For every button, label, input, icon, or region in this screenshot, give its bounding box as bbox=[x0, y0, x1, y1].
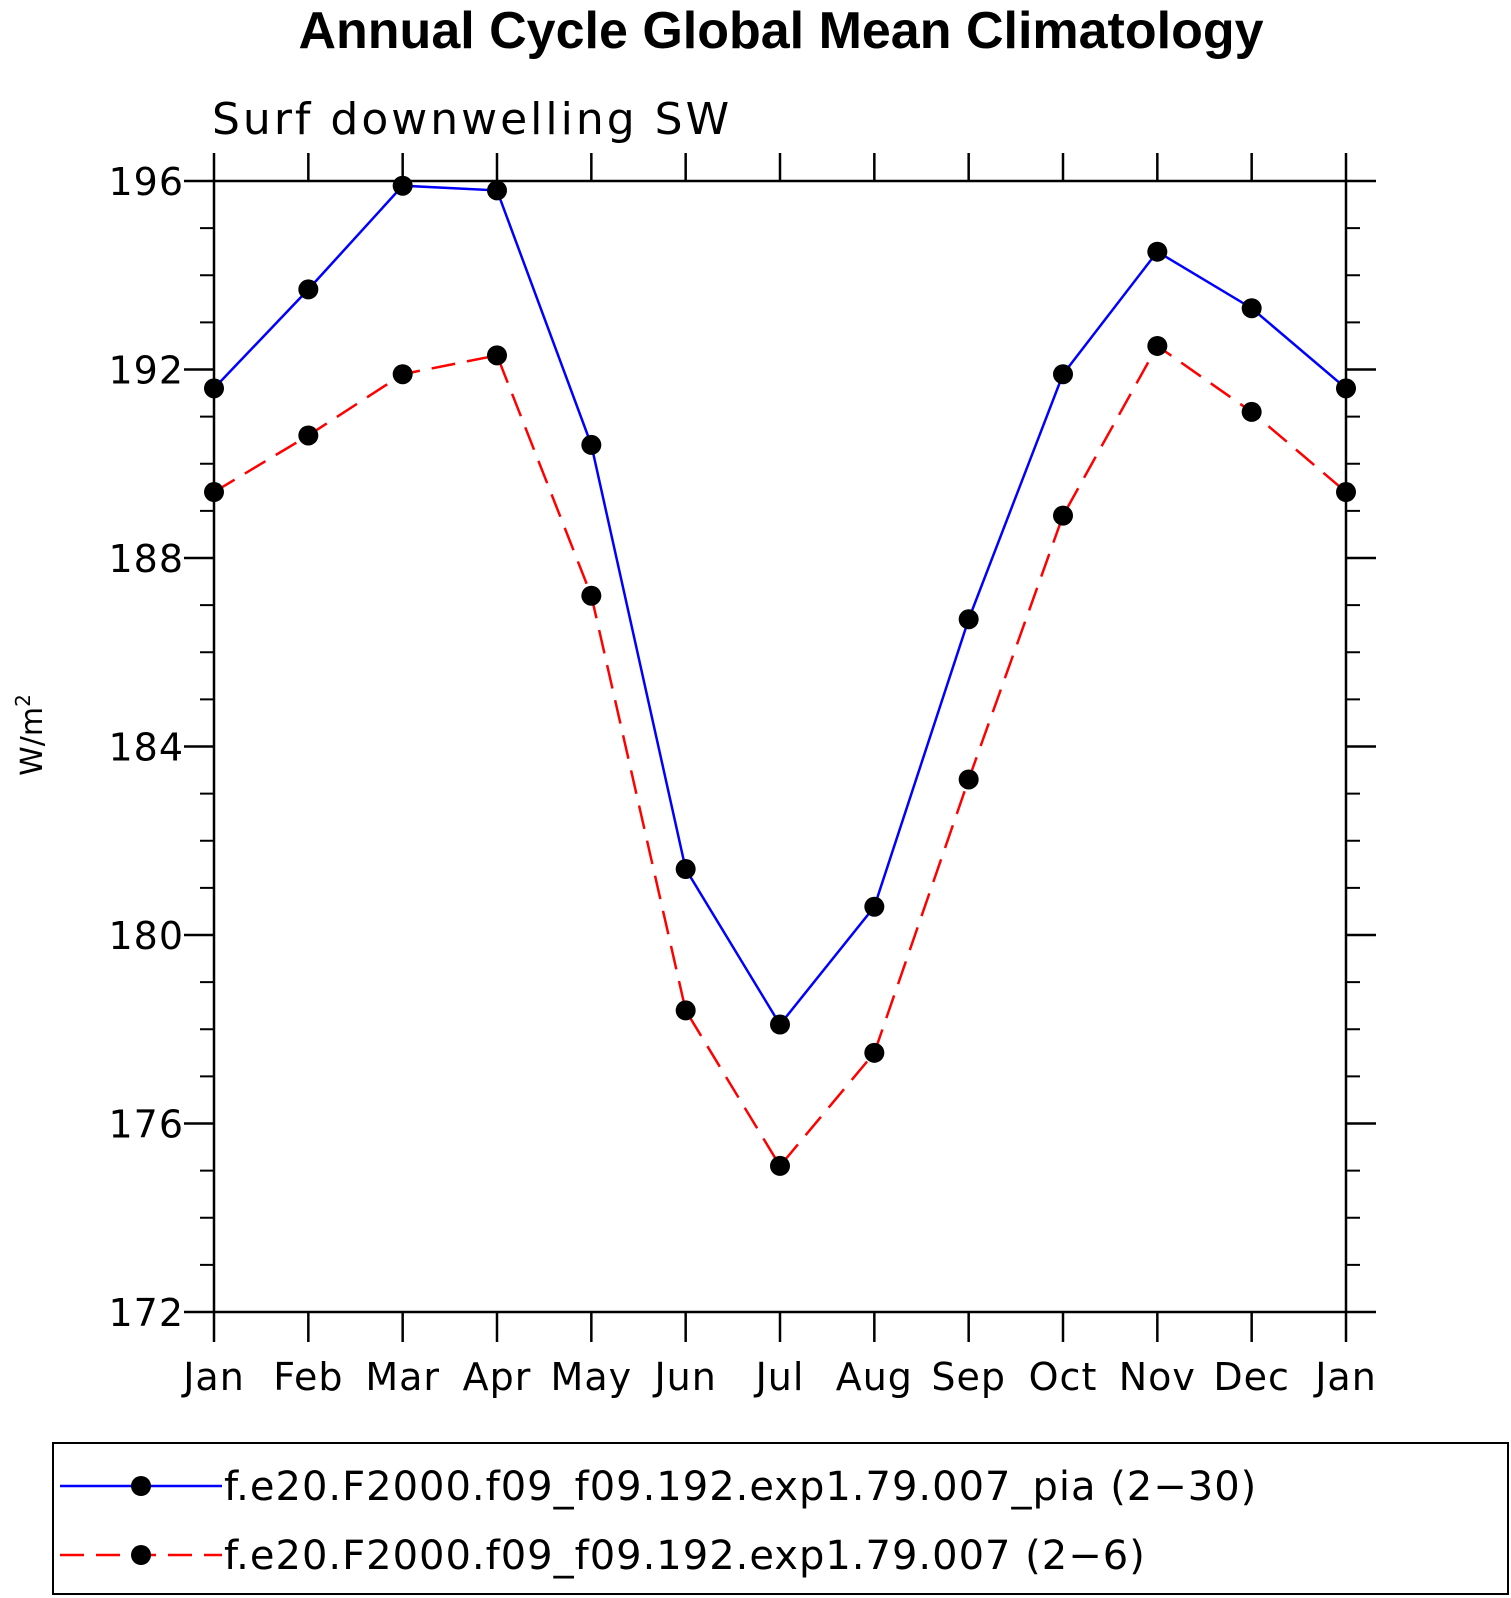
series-1-point bbox=[581, 434, 602, 455]
series-1-point bbox=[1147, 241, 1168, 262]
series-2-point bbox=[1336, 482, 1356, 503]
series-2-point bbox=[770, 1155, 790, 1176]
legend-label-1: f.e20.F2000.f09_f09.192.exp1.79.007_pia … bbox=[224, 1464, 1257, 1510]
series-2-point bbox=[864, 1042, 885, 1063]
series-1-point bbox=[675, 859, 696, 880]
series-2-point bbox=[298, 425, 319, 446]
legend-box bbox=[52, 1442, 1509, 1595]
y-tick-label: 192 bbox=[108, 349, 184, 393]
series-1-point bbox=[1053, 364, 1073, 385]
legend: f.e20.F2000.f09_f09.192.exp1.79.007_pia … bbox=[52, 1442, 1509, 1595]
x-tick-label: Jun bbox=[652, 1355, 716, 1399]
series-2-point bbox=[204, 482, 224, 503]
series-1-point bbox=[864, 896, 885, 917]
y-tick-label: 188 bbox=[108, 537, 184, 581]
series-2-point bbox=[487, 345, 507, 366]
y-tick-label: 184 bbox=[108, 726, 184, 770]
x-tick-label: Jul bbox=[754, 1355, 805, 1399]
series-line-2 bbox=[213, 344, 1347, 1169]
series-1-point bbox=[298, 279, 319, 300]
series-layer bbox=[204, 175, 1356, 1176]
series-2-point bbox=[581, 585, 602, 606]
x-tick-label: Jan bbox=[1313, 1355, 1377, 1399]
x-tick-label: Nov bbox=[1119, 1355, 1196, 1399]
x-tick-label: Aug bbox=[836, 1355, 913, 1399]
x-tick-label: Feb bbox=[273, 1355, 343, 1399]
series-2-point bbox=[675, 1000, 696, 1021]
series-1-point bbox=[204, 378, 224, 399]
x-tick-label: Jan bbox=[181, 1355, 245, 1399]
x-tick-label: Apr bbox=[463, 1355, 532, 1399]
x-tick-label: Mar bbox=[365, 1355, 440, 1399]
legend-marker-1 bbox=[131, 1476, 151, 1496]
series-1-point bbox=[487, 180, 507, 201]
series-1-point bbox=[958, 609, 979, 630]
y-tick-label: 180 bbox=[108, 914, 184, 958]
series-2-point bbox=[1147, 335, 1168, 356]
plot-axes: Jan Feb Mar Apr May Jun Jul Aug Sep Oct Nov Dec Jan 1… bbox=[108, 153, 1376, 1399]
series-2-point bbox=[392, 364, 413, 385]
x-tick-label: May bbox=[551, 1355, 633, 1399]
series-1-point bbox=[392, 175, 413, 196]
legend-marker-2 bbox=[131, 1545, 151, 1565]
y-axis-title: W/m2 bbox=[11, 694, 50, 776]
y-tick-label: 176 bbox=[108, 1103, 184, 1147]
series-2-point bbox=[1053, 505, 1073, 526]
series-1-point bbox=[1241, 298, 1262, 319]
chart-title: Annual Cycle Global Mean Climatology bbox=[298, 2, 1263, 60]
series-1-point bbox=[770, 1014, 790, 1035]
series-2-point bbox=[1241, 401, 1262, 422]
series-2-point bbox=[958, 769, 979, 790]
legend-label-2: f.e20.F2000.f09_f09.192.exp1.79.007 (2−6… bbox=[224, 1533, 1146, 1579]
series-line-1 bbox=[213, 184, 1347, 1027]
y-axis-title-superscript: 2 bbox=[11, 694, 35, 707]
x-tick-label: Sep bbox=[931, 1355, 1006, 1399]
plot-frame bbox=[212, 179, 1348, 1314]
y-tick-label: 172 bbox=[108, 1291, 184, 1335]
chart-subtitle: Surf downwelling SW bbox=[212, 94, 732, 145]
y-axis-title-text: W/m bbox=[15, 707, 50, 776]
x-tick-label: Dec bbox=[1213, 1355, 1290, 1399]
y-tick-label: 196 bbox=[108, 160, 184, 204]
x-tick-label: Oct bbox=[1029, 1355, 1098, 1399]
series-1-point bbox=[1336, 378, 1356, 399]
